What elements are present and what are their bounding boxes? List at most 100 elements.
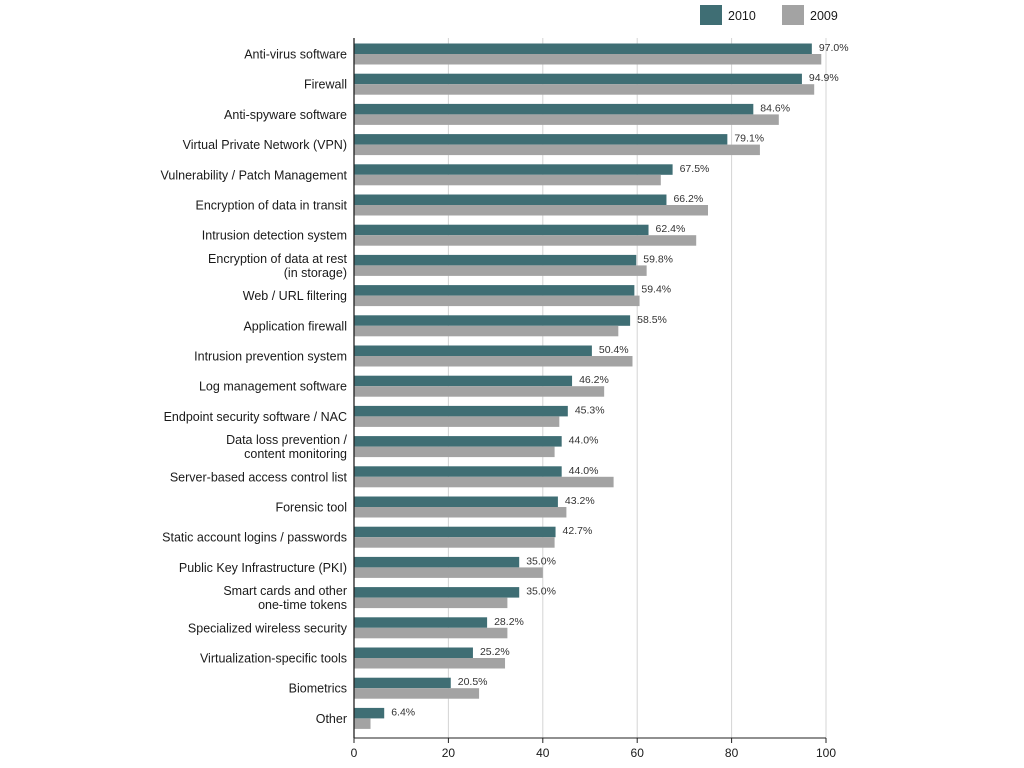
value-label: 94.9% [809,72,839,84]
value-label: 28.2% [494,616,524,628]
bar-2009 [354,174,661,186]
category-label: Anti-spyware software [224,108,347,122]
category-label: Smart cards and other one-time tokens [223,584,347,612]
bar-2009 [354,627,508,639]
bar-2010 [354,224,649,236]
x-tick-label: 20 [442,746,456,760]
bar-2010 [354,254,637,266]
category-label: Web / URL filtering [243,289,347,303]
value-label: 58.5% [637,314,667,326]
value-label: 59.4% [641,284,671,296]
category-label: Log management software [199,380,347,394]
x-axis: 0 20 40 60 80 100 [351,38,836,760]
bar-2010 [354,647,473,658]
category-label: Data loss prevention / content monitoring [226,433,347,461]
bar-2010 [354,496,558,507]
value-label: 20.5% [458,676,488,688]
category-label: Virtualization-specific tools [200,652,347,666]
value-label: 59.8% [643,253,673,265]
category-label: Static account logins / passwords [162,531,347,545]
bar-2009 [354,446,555,458]
bar-2009 [354,54,822,65]
category-label: Other [316,712,347,726]
category-label: Virtual Private Network (VPN) [183,138,347,152]
legend-swatch-2009 [782,5,804,25]
bar-2009 [354,235,697,246]
category-label: Intrusion detection system [202,229,347,243]
category-label: Application firewall [243,319,347,333]
value-label: 97.0% [819,42,849,54]
bar-2010 [354,707,385,719]
category-label: Firewall [304,78,347,92]
bar-2009 [354,537,555,548]
bar-2010 [354,617,488,628]
bar-2009 [354,416,560,427]
bar-2009 [354,144,760,156]
bar-2010 [354,194,667,205]
bar-2010 [354,526,556,538]
bar-2009 [354,597,508,609]
category-label: Encryption of data at rest (in storage) [208,252,347,280]
legend: 2010 2009 [700,5,838,25]
bar-2009 [354,476,614,488]
x-tick-label: 100 [816,746,836,760]
bar-2010 [354,556,520,568]
x-tick-label: 60 [631,746,645,760]
category-labels: Anti-virus software Firewall Anti-spyware … [161,48,348,726]
bar-2009 [354,688,480,699]
bar-2009 [354,567,543,578]
value-label: 43.2% [565,495,595,507]
bar-2010 [354,405,568,417]
value-label: 50.4% [599,344,629,356]
bar-2010 [354,466,562,477]
value-label: 46.2% [579,374,609,386]
bar-2010 [354,73,802,85]
category-label: Anti-virus software [244,48,347,62]
bar-2009 [354,265,647,276]
category-label: Server-based access control list [170,470,348,484]
bar-2010 [354,43,812,54]
value-label: 6.4% [391,706,415,718]
bar-2009 [354,84,815,95]
bar-2010 [354,134,728,145]
bar-2010 [354,164,673,175]
bar-2009 [354,386,605,397]
legend-swatch-2010 [700,5,722,25]
category-label: Endpoint security software / NAC [164,410,347,424]
category-label: Intrusion prevention system [194,350,347,364]
category-label: Specialized wireless security [188,621,348,635]
category-label: Forensic tool [275,501,347,515]
value-label: 35.0% [526,555,556,567]
bar-2009 [354,718,371,729]
value-label: 35.0% [526,586,556,598]
category-label: Encryption of data in transit [196,199,348,213]
value-label: 67.5% [680,163,710,175]
value-label: 62.4% [656,223,686,235]
bar-2010 [354,345,592,356]
category-label: Biometrics [289,682,347,696]
value-label: 44.0% [569,435,599,447]
value-label: 42.7% [563,525,593,537]
bar-2009 [354,295,640,307]
value-label: 66.2% [673,193,703,205]
bar-2010 [354,103,754,115]
value-label: 79.1% [734,133,764,145]
bar-2009 [354,507,567,518]
category-label: Vulnerability / Patch Management [161,168,348,182]
value-labels: 97.0% 94.9% 84.6% 79.1% 67.5% 66.2% 62.4% 59.8%… [391,42,848,718]
category-label: Public Key Infrastructure (PKI) [179,561,347,575]
bar-2009 [354,114,779,125]
bar-2010 [354,677,451,689]
bar-2010 [354,587,520,598]
bar-2009 [354,356,633,367]
bar-2009 [354,658,506,669]
x-tick-label: 0 [351,746,358,760]
bar-2010 [354,436,562,447]
bars [354,43,822,729]
value-label: 84.6% [760,102,790,114]
bar-2009 [354,325,619,337]
value-label: 25.2% [480,646,510,658]
bar-2009 [354,205,708,216]
value-label: 45.3% [575,404,605,416]
